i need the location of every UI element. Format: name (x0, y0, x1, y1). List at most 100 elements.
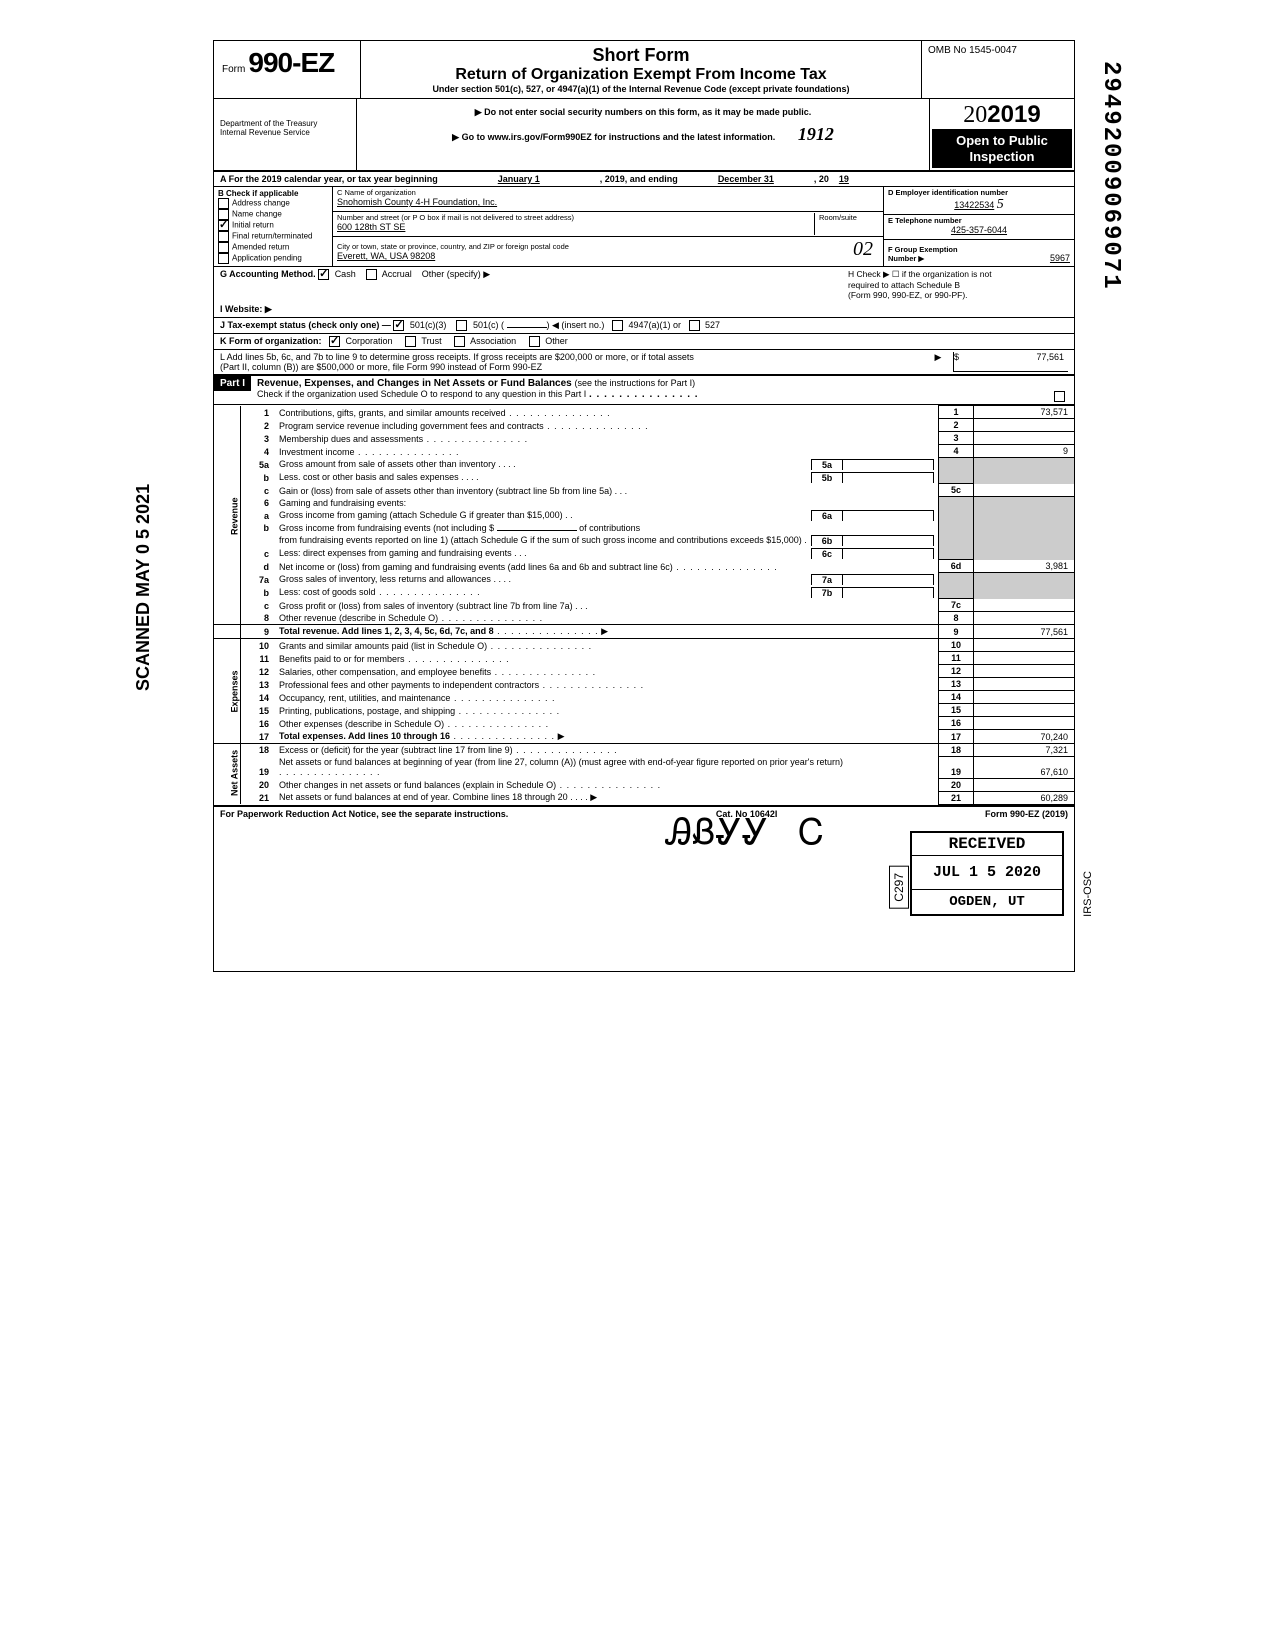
col-b-header: B Check if applicable (218, 189, 328, 198)
line-5c: cGain or (loss) from sale of assets othe… (214, 484, 1074, 497)
val-8 (974, 612, 1075, 625)
row-a-year-pre: , 20 (814, 174, 829, 184)
row-a: A For the 2019 calendar year, or tax yea… (214, 172, 1074, 187)
desc-7b: Less: cost of goods sold (279, 587, 376, 597)
desc-4: Investment income (279, 447, 355, 457)
val-18: 7,321 (974, 743, 1075, 756)
row-l: L Add lines 5b, 6c, and 7b to line 9 to … (214, 349, 1074, 376)
c-room-label: Room/suite (819, 213, 879, 222)
desc-2: Program service revenue including govern… (279, 421, 544, 431)
cb-other-org[interactable] (529, 336, 540, 347)
cb-cash[interactable] (318, 269, 329, 280)
lb-other-method: Other (specify) ▶ (422, 269, 490, 279)
cb-trust[interactable] (405, 336, 416, 347)
row-j: J Tax-exempt status (check only one) — 5… (214, 317, 1074, 333)
notice-1: ▶ Do not enter social security numbers o… (365, 107, 921, 118)
row-a-prefix: A For the 2019 calendar year, or tax yea… (220, 174, 438, 184)
stamp-ogden: OGDEN, UT (912, 890, 1062, 914)
line-15: 15Printing, publications, postage, and s… (214, 704, 1074, 717)
line-12: 12Salaries, other compensation, and empl… (214, 665, 1074, 678)
hw-1912: 1912 (798, 124, 834, 144)
footer-form: Form 990-EZ (2019) (985, 809, 1068, 819)
stamp-received-text: RECEIVED (912, 833, 1062, 856)
form-page: 29492009069071 SCANNED MAY 0 5 2021 Form… (213, 40, 1075, 972)
desc-6a: Gross income from gaming (attach Schedul… (279, 510, 563, 520)
desc-6c: Less: direct expenses from gaming and fu… (279, 548, 512, 558)
box-6c: 6c (811, 548, 843, 559)
footer-row: For Paperwork Reduction Act Notice, see … (214, 805, 1074, 821)
lb-address: Address change (232, 199, 290, 208)
val-5c (974, 484, 1075, 497)
cb-initial[interactable] (218, 220, 229, 231)
box-7a: 7a (811, 574, 843, 585)
title-short: Short Form (369, 45, 913, 66)
val-10 (974, 639, 1075, 652)
cb-4947[interactable] (612, 320, 623, 331)
c-name-row: C Name of organization Snohomish County … (333, 187, 883, 212)
desc-14: Occupancy, rent, utilities, and maintena… (279, 693, 450, 703)
cb-corp[interactable] (329, 336, 340, 347)
section-bcd: B Check if applicable Address change Nam… (214, 187, 1074, 266)
lb-final: Final return/terminated (232, 232, 312, 241)
line-9: 9Total revenue. Add lines 1, 2, 3, 4, 5c… (214, 625, 1074, 639)
col-d: D Employer identification number 1342253… (884, 187, 1074, 266)
desc-5c: Gain or (loss) from sale of assets other… (279, 486, 612, 496)
line-20: 20Other changes in net assets or fund ba… (214, 778, 1074, 791)
lb-name: Name change (232, 210, 282, 219)
c-name-label: C Name of organization (337, 188, 879, 197)
cb-501c3[interactable] (393, 320, 404, 331)
line-3: 3Membership dues and assessments3 (214, 432, 1074, 445)
i-label: I Website: ▶ (220, 304, 272, 314)
cb-501c[interactable] (456, 320, 467, 331)
lb-cash: Cash (335, 269, 356, 279)
header-row-2: Department of the Treasury Internal Reve… (214, 99, 1074, 172)
line-10: Expenses 10Grants and similar amounts pa… (214, 639, 1074, 652)
notice-cell: ▶ Do not enter social security numbers o… (357, 99, 930, 170)
hw-02: 02 (853, 238, 873, 261)
title-cell: Short Form Return of Organization Exempt… (361, 41, 922, 98)
desc-10: Grants and similar amounts paid (list in… (279, 641, 487, 651)
d-phone: 425-357-6044 (888, 225, 1070, 235)
footer-paperwork: For Paperwork Reduction Act Notice, see … (220, 809, 508, 819)
stamp-c297: C297 (889, 866, 909, 909)
line-18: Net Assets 18Excess or (deficit) for the… (214, 743, 1074, 756)
line-7c: cGross profit or (loss) from sales of in… (214, 599, 1074, 612)
cb-527[interactable] (689, 320, 700, 331)
desc-19: Net assets or fund balances at beginning… (279, 757, 843, 767)
lb-501c3: 501(c)(3) (410, 320, 447, 330)
d-group-label: F Group Exemption Number ▶ (888, 245, 1050, 263)
l-value: 77,561 (1036, 352, 1064, 362)
g-label: G Accounting Method. (220, 269, 316, 279)
form-prefix: Form (222, 64, 245, 75)
col-b: B Check if applicable Address change Nam… (214, 187, 333, 266)
cb-schedule-o[interactable] (1054, 391, 1065, 402)
ghi-block: G Accounting Method. Cash Accrual Other … (214, 266, 1074, 376)
val-7c (974, 599, 1075, 612)
line-6d: dNet income or (loss) from gaming and fu… (214, 560, 1074, 573)
line-4: 4Investment income49 (214, 445, 1074, 458)
line-14: 14Occupancy, rent, utilities, and mainte… (214, 691, 1074, 704)
cb-final[interactable] (218, 231, 229, 242)
row-k: K Form of organization: Corporation Trus… (214, 333, 1074, 349)
lb-corp: Corporation (346, 336, 393, 346)
form-number-cell: Form 990-EZ (214, 41, 361, 98)
lb-accrual: Accrual (382, 269, 412, 279)
part1-sub: Check if the organization used Schedule … (257, 389, 586, 399)
lb-4947: 4947(a)(1) or (628, 320, 681, 330)
cb-accrual[interactable] (366, 269, 377, 280)
val-9: 77,561 (974, 625, 1075, 639)
part1-label: Part I (214, 376, 251, 391)
signatures: ᎯᏰᎽᎽ Ꮯ (666, 811, 824, 854)
cb-amended[interactable] (218, 242, 229, 253)
val-1: 73,571 (974, 406, 1075, 419)
box-5b: 5b (811, 472, 843, 483)
c-city: Everett, WA, USA 98208 (337, 251, 853, 261)
cb-assoc[interactable] (454, 336, 465, 347)
desc-12: Salaries, other compensation, and employ… (279, 667, 491, 677)
row-a-begin: January 1 (498, 174, 540, 184)
line-21: 21Net assets or fund balances at end of … (214, 791, 1074, 804)
val-4: 9 (974, 445, 1075, 458)
k-label: K Form of organization: (220, 336, 322, 346)
cb-address[interactable] (218, 198, 229, 209)
cb-pending[interactable] (218, 253, 229, 264)
